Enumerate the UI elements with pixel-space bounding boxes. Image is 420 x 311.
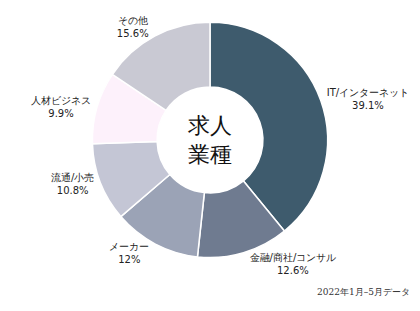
svg-text:その他15.6%: その他15.6% bbox=[117, 15, 149, 39]
svg-text:求人業種: 求人業種 bbox=[188, 113, 232, 167]
svg-text:メーカー12%: メーカー12% bbox=[109, 241, 149, 265]
svg-text:2022年1月–5月データ: 2022年1月–5月データ bbox=[317, 287, 410, 297]
svg-text:IT/インターネット39.1%: IT/インターネット39.1% bbox=[327, 87, 409, 111]
svg-text:人材ビジネス9.9%: 人材ビジネス9.9% bbox=[31, 95, 91, 119]
svg-text:金融/商社/コンサル12.6%: 金融/商社/コンサル12.6% bbox=[250, 252, 337, 276]
svg-text:流通/小売10.8%: 流通/小売10.8% bbox=[51, 172, 94, 196]
